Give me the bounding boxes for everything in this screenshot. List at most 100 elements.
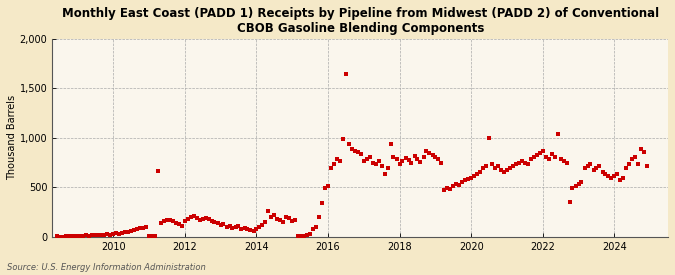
Point <box>624 161 634 166</box>
Point <box>427 152 438 157</box>
Point <box>284 216 295 221</box>
Point <box>260 220 271 225</box>
Point <box>567 186 578 190</box>
Point <box>314 215 325 220</box>
Point <box>487 161 497 166</box>
Point <box>400 155 411 160</box>
Point <box>433 156 443 161</box>
Point <box>257 223 268 227</box>
Point <box>556 156 566 161</box>
Point <box>173 222 184 227</box>
Point <box>153 169 163 174</box>
Point <box>495 168 506 173</box>
Point <box>535 150 545 155</box>
Point <box>358 158 369 163</box>
Point <box>445 187 456 191</box>
Point <box>540 154 551 159</box>
Point <box>72 234 83 238</box>
Point <box>591 166 602 171</box>
Point <box>352 150 363 154</box>
Point <box>615 178 626 183</box>
Point <box>200 216 211 220</box>
Point <box>570 184 581 188</box>
Point <box>454 183 465 188</box>
Point <box>150 234 161 238</box>
Point <box>340 72 351 77</box>
Point <box>263 209 273 214</box>
Point <box>514 160 524 165</box>
Point <box>57 234 68 239</box>
Point <box>621 166 632 171</box>
Point <box>66 234 77 238</box>
Point <box>188 214 199 219</box>
Point <box>490 166 501 171</box>
Point <box>522 162 533 167</box>
Point <box>233 224 244 229</box>
Point <box>338 137 348 141</box>
Point <box>221 225 232 230</box>
Point <box>484 136 495 140</box>
Point <box>293 234 304 238</box>
Point <box>382 166 393 171</box>
Point <box>161 218 172 222</box>
Point <box>186 215 196 220</box>
Point <box>600 172 611 177</box>
Point <box>132 227 142 231</box>
Point <box>75 234 86 238</box>
Point <box>92 233 103 237</box>
Point <box>376 164 387 169</box>
Point <box>478 166 489 171</box>
Point <box>290 218 300 222</box>
Point <box>415 159 426 164</box>
Point <box>630 154 641 159</box>
Point <box>448 184 459 188</box>
Point <box>329 161 340 166</box>
Point <box>585 162 596 167</box>
Point <box>457 180 468 185</box>
Point <box>134 226 145 230</box>
Point <box>155 221 166 225</box>
Point <box>562 160 572 165</box>
Point <box>430 154 441 159</box>
Point <box>436 160 447 165</box>
Point <box>481 164 491 169</box>
Point <box>317 201 327 205</box>
Point <box>576 180 587 185</box>
Point <box>546 152 557 156</box>
Point <box>397 158 408 163</box>
Point <box>54 235 65 239</box>
Point <box>531 152 542 157</box>
Point <box>278 220 289 224</box>
Point <box>182 217 193 222</box>
Point <box>606 176 617 181</box>
Point <box>287 219 298 224</box>
Point <box>194 218 205 222</box>
Point <box>78 233 89 238</box>
Point <box>215 223 226 227</box>
Point <box>424 150 435 155</box>
Point <box>281 215 292 220</box>
Point <box>520 160 531 165</box>
Point <box>609 174 620 178</box>
Point <box>439 188 450 192</box>
Point <box>526 156 537 161</box>
Point <box>409 153 420 158</box>
Point <box>356 152 367 156</box>
Point <box>334 158 345 163</box>
Point <box>197 217 208 221</box>
Point <box>364 154 375 159</box>
Point <box>516 158 527 163</box>
Point <box>144 233 155 238</box>
Point <box>159 219 169 224</box>
Point <box>493 164 504 169</box>
Point <box>213 221 223 226</box>
Point <box>499 170 510 175</box>
Point <box>618 176 628 181</box>
Point <box>549 154 560 159</box>
Point <box>346 147 357 151</box>
Point <box>111 231 122 235</box>
Point <box>537 148 548 153</box>
Point <box>370 161 381 166</box>
Point <box>388 154 399 159</box>
Point <box>239 226 250 230</box>
